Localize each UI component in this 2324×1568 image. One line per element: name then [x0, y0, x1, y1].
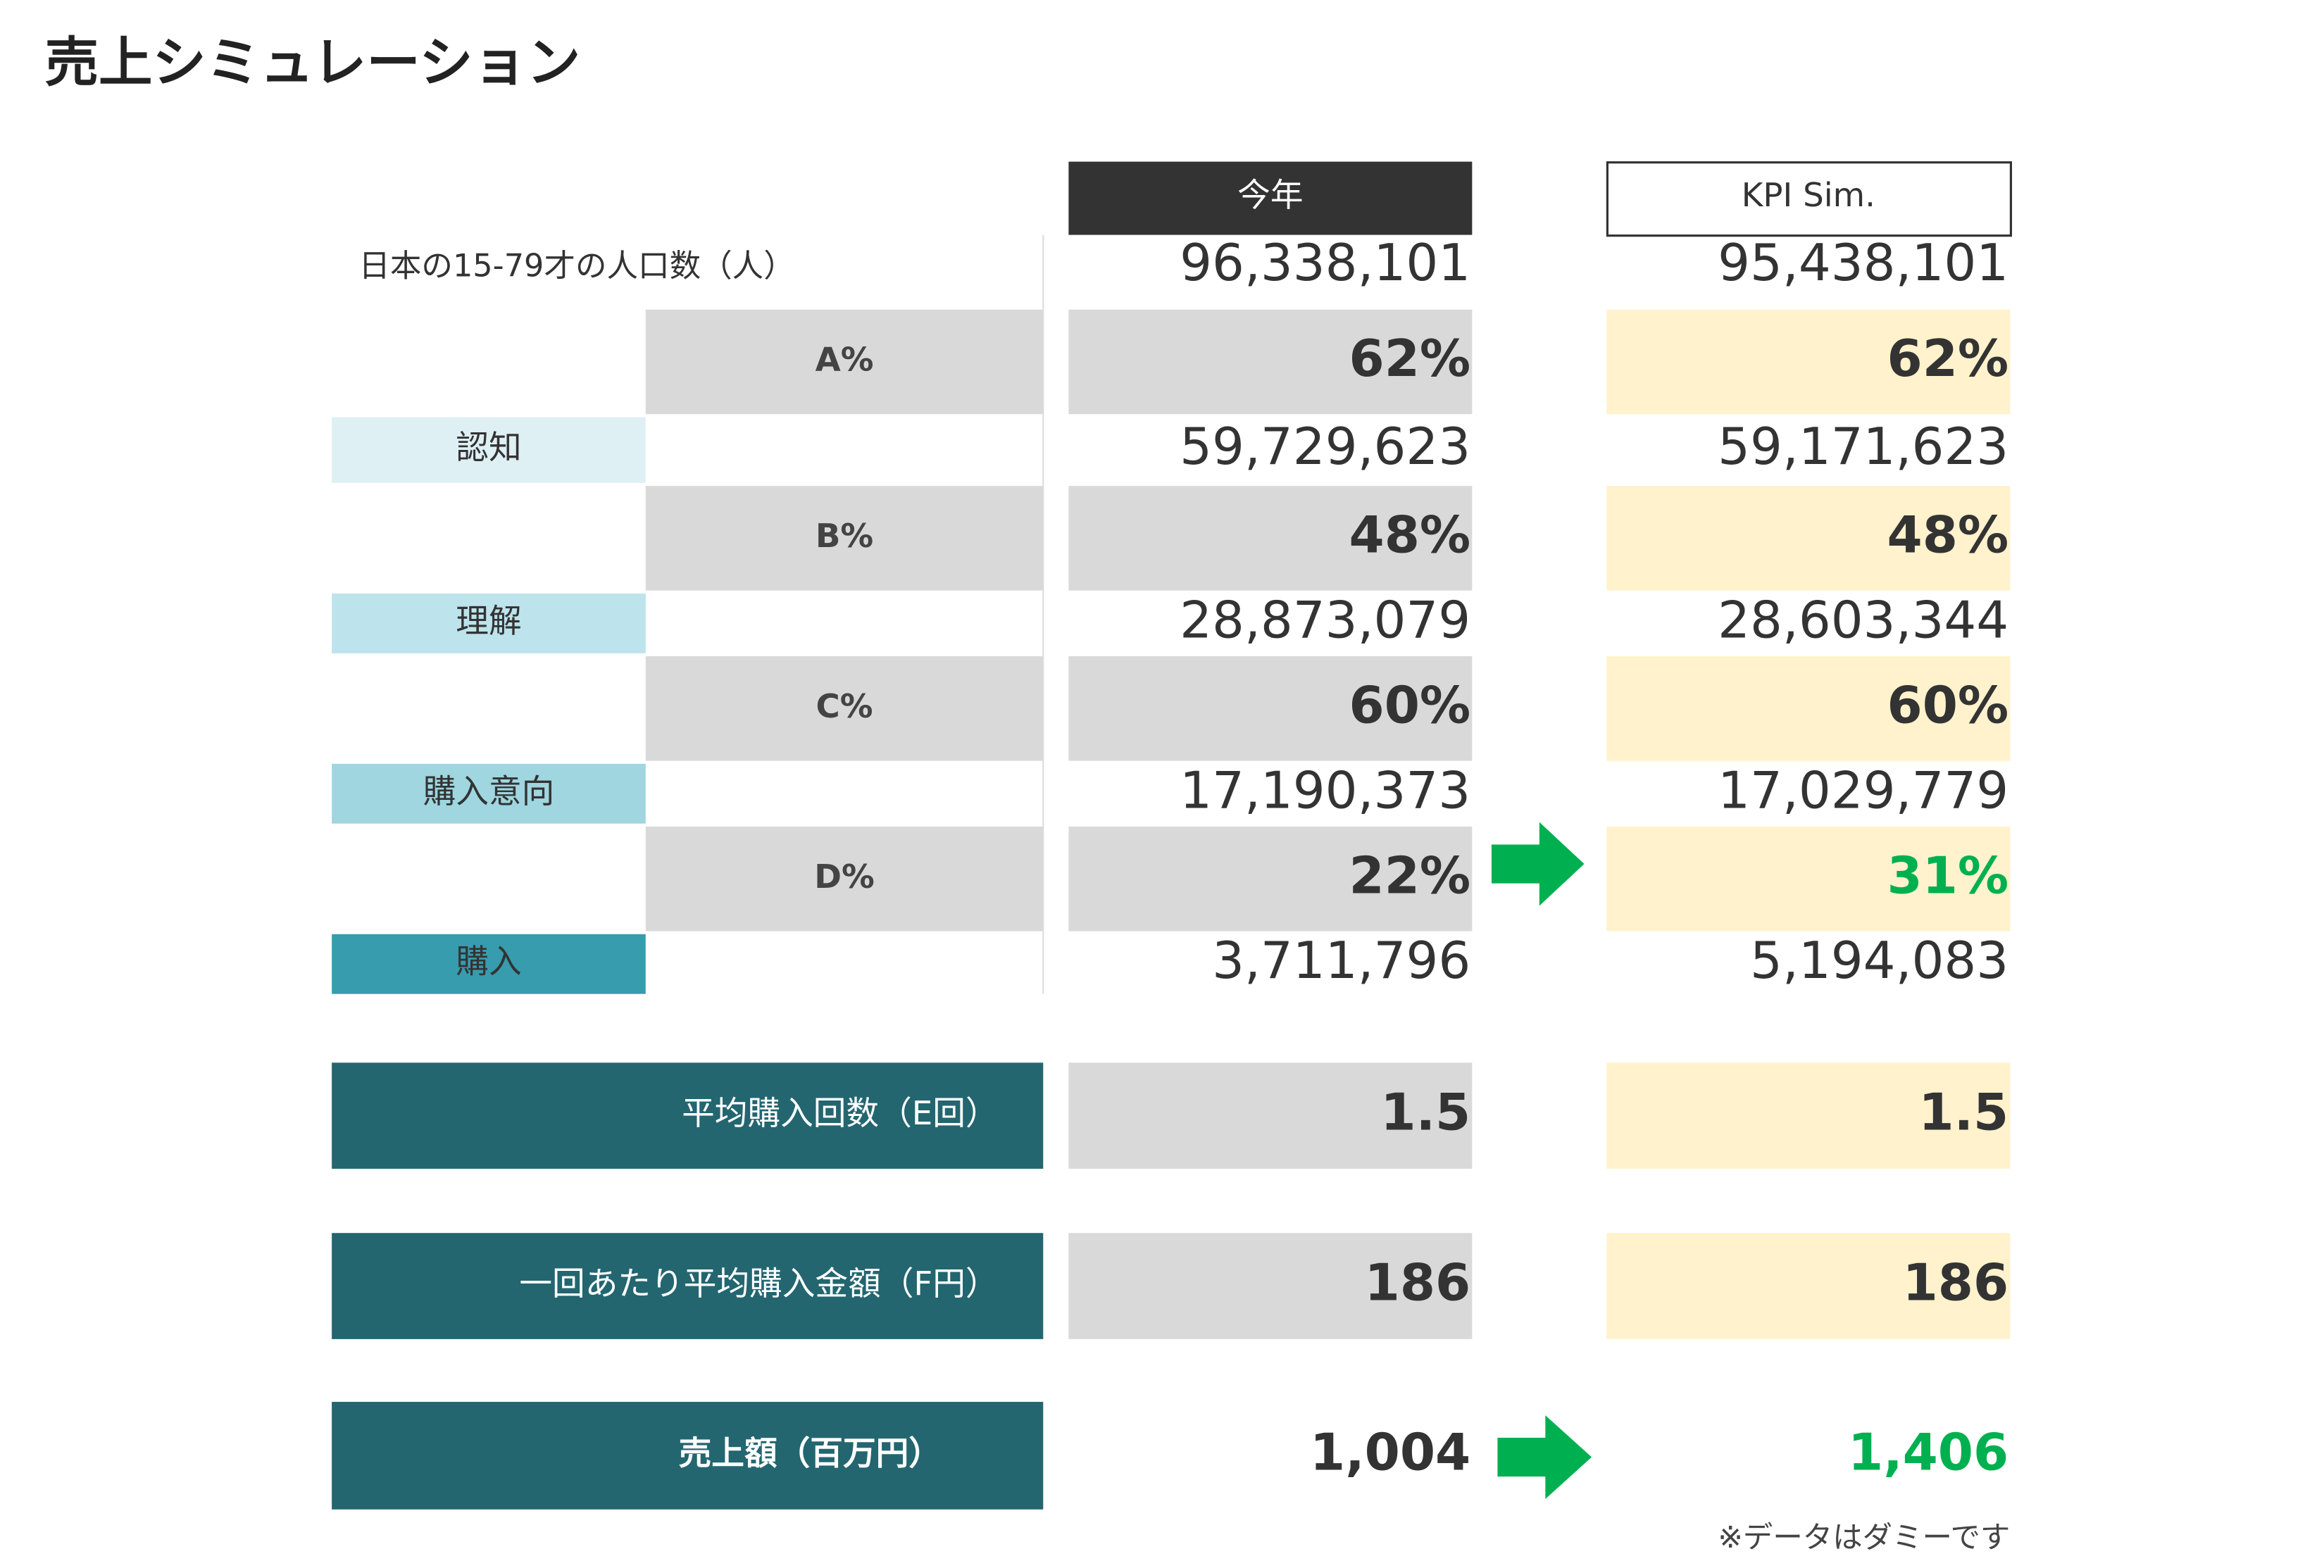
metric-label-bg [332, 1062, 1044, 1169]
rate-label-bg [645, 486, 1044, 591]
current-value: 1.5 [1380, 1084, 1470, 1143]
row-label: 一回あたり平均購入金額（F円） [519, 1265, 998, 1303]
sim-bg [1606, 486, 2011, 591]
sim-bg [1606, 1062, 2011, 1169]
stage-label-bg [332, 934, 646, 994]
current-bg [1068, 309, 1473, 415]
title: 売上シミュレーション [45, 32, 581, 94]
current-value: 62% [1349, 330, 1471, 389]
stage-label-bg [332, 417, 646, 483]
sim-value: 1.5 [1918, 1084, 2008, 1143]
stage-label-bg [332, 763, 646, 824]
sim-bg [1606, 1233, 2011, 1339]
current-value: 17,190,373 [1180, 761, 1470, 820]
sim-value: 95,438,101 [1718, 234, 2008, 293]
current-value: 1,004 [1310, 1423, 1470, 1482]
row-label: 平均購入回数（E回） [682, 1095, 999, 1133]
row-label: 日本の15-79才の人口数（人） [358, 247, 794, 284]
rate-label-bg [645, 309, 1044, 415]
row-label: A% [816, 341, 874, 379]
current-bg [1068, 656, 1473, 761]
row-label: C% [816, 688, 873, 726]
stage-label-bg [332, 593, 646, 653]
current-value: 48% [1349, 506, 1471, 565]
current-bg [1068, 1062, 1473, 1169]
current-value: 96,338,101 [1180, 234, 1470, 293]
row-label: 売上額（百万円） [679, 1435, 942, 1473]
sim-value: 28,603,344 [1718, 591, 2008, 650]
rate-label-bg [645, 826, 1044, 932]
rate-label-bg [645, 656, 1044, 761]
sim-bg [1606, 826, 2011, 932]
arrow [1491, 822, 1585, 906]
current-value: 3,711,796 [1212, 932, 1470, 991]
sim-value: 31% [1887, 846, 2009, 905]
sim-value: 60% [1887, 676, 2009, 735]
sim-bg [1606, 656, 2011, 761]
arrow [1497, 1415, 1592, 1499]
header-sim [1606, 161, 2012, 237]
current-value: 59,729,623 [1180, 418, 1470, 477]
sim-value: 62% [1887, 330, 2009, 389]
row-label: 理解 [456, 603, 521, 641]
metric-label-bg [332, 1402, 1044, 1510]
row-label: B% [816, 518, 873, 556]
note: ※データはダミーです [1718, 1521, 2010, 1555]
current-value: 22% [1349, 846, 1471, 905]
row-label: 購入意向 [423, 773, 555, 811]
metric-label-bg [332, 1233, 1044, 1339]
current-bg [1068, 1233, 1473, 1339]
row-label: 購入 [456, 943, 521, 981]
sim-value: 17,029,779 [1718, 761, 2008, 820]
row-label: 認知 [456, 429, 521, 468]
sim-value: 48% [1887, 506, 2009, 565]
current-value: 28,873,079 [1180, 591, 1470, 650]
sim-value: 5,194,083 [1750, 932, 2008, 991]
row-label: D% [814, 858, 875, 896]
sim-value: 59,171,623 [1718, 418, 2008, 477]
sim-value: 186 [1903, 1254, 2009, 1313]
current-value: 60% [1349, 676, 1471, 735]
sim-value: 1,406 [1848, 1423, 2008, 1482]
header-label: KPI Sim. [1742, 177, 1875, 215]
header-label: 今年 [1237, 177, 1303, 215]
current-value: 186 [1365, 1254, 1471, 1313]
header-current [1068, 161, 1473, 235]
current-bg [1068, 826, 1473, 932]
current-bg [1068, 486, 1473, 591]
sim-bg [1606, 309, 2011, 415]
